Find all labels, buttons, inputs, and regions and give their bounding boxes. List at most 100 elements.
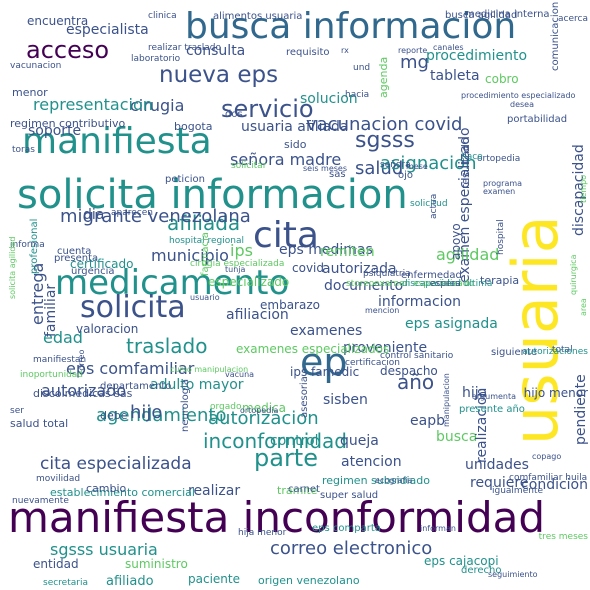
- word-hospital: hospital: [496, 219, 506, 255]
- word-siguiente: siguiente: [491, 347, 538, 358]
- word-espera: espera: [430, 279, 461, 289]
- word-procedimiento-especializado: procedimiento especializado: [461, 91, 576, 100]
- word-curso-manipulacion: curso manipulacion: [170, 365, 249, 374]
- word-ortopedia: ortopedia: [240, 406, 279, 415]
- word-correo: correo: [77, 349, 86, 375]
- word-sgsss: sgsss: [355, 128, 415, 153]
- word-manifiestan: manifiestan: [33, 355, 87, 365]
- word-solicitud: solicitud: [410, 199, 448, 209]
- word-cita-especializada: cita especializada: [40, 454, 192, 474]
- word-cita: cita: [253, 215, 319, 256]
- word-aparecen: aparecen: [111, 208, 153, 218]
- word-argumenta: argumenta: [472, 392, 517, 401]
- word-usuaria-afiliada: usuaria afiliada: [241, 119, 349, 135]
- word-mencion: mencion: [365, 306, 400, 315]
- word-quirurgica: quirurgica: [569, 254, 578, 295]
- word-parte: parte: [254, 444, 318, 472]
- word-carnet: carnet: [288, 484, 320, 495]
- word-cirugia: cirugia: [130, 96, 185, 115]
- word-sgsss-usuaria: sgsss usuaria: [50, 540, 158, 559]
- word-migrante-venezolana: migrante venezolana: [60, 206, 251, 227]
- word-especializado: especializado: [208, 275, 290, 289]
- word-area: area: [579, 298, 588, 316]
- word-tiempo: tiempo: [579, 174, 588, 203]
- word-alimentos-usuaria: alimentos usuaria: [213, 11, 303, 22]
- word-medicamento: medicamento: [55, 263, 290, 303]
- word-neurologia: neurologia: [180, 379, 191, 432]
- word-comunicacion: comunicacion: [550, 2, 561, 72]
- word-orgado: orgado: [210, 402, 242, 412]
- word-examenes: examenes: [290, 323, 363, 339]
- word-especialista: especialista: [66, 22, 149, 38]
- word-copago: copago: [532, 452, 562, 461]
- word-sido: sido: [284, 138, 307, 151]
- word-discolmedicas-sas: discolmedicas sas: [33, 387, 133, 400]
- word-asesoria: asesoria: [299, 376, 310, 418]
- word-queja: queja: [340, 433, 379, 449]
- word-embarazo: embarazo: [260, 298, 320, 312]
- word-urgencia: urgencia: [71, 266, 115, 277]
- word-tres-meses: tres meses: [538, 532, 588, 542]
- word-eps-asignada: eps asignada: [405, 316, 498, 332]
- word-cirugia-especializada: cirugia especializada: [190, 259, 285, 269]
- word-reporte: reporte: [398, 46, 428, 55]
- word-condicion: condicion: [521, 477, 588, 493]
- word-familiar: familiar: [43, 283, 59, 337]
- word-total: total: [552, 345, 573, 355]
- word-vacunacion-covid: vacunacion covid: [306, 114, 463, 135]
- word-tableta: tableta: [430, 68, 480, 84]
- word-hacia: hacia: [345, 90, 370, 100]
- word-vacuna: vacuna: [225, 370, 255, 379]
- word-cuenta: cuenta: [57, 246, 92, 257]
- word-salud: salud: [355, 158, 404, 179]
- word-ips-famedic: ips famedic: [290, 365, 360, 379]
- word-peticion: peticion: [165, 174, 205, 185]
- word-cambio: cambio: [86, 482, 127, 495]
- word-pendiente: pendiente: [573, 374, 589, 445]
- word-seguimiento: seguimiento: [488, 570, 538, 579]
- word-resultado: resultado: [459, 137, 472, 189]
- word-sas: sas: [329, 169, 346, 180]
- word-requisito: requisito: [286, 47, 330, 58]
- word-inoportunidad: inoportunidad: [20, 370, 84, 380]
- word-hospital-regional: hospital regional: [169, 236, 244, 246]
- word-derecho: derecho: [461, 565, 502, 576]
- word-apoyo: apoyo: [449, 223, 463, 260]
- word-nueva-eps: nueva eps: [159, 62, 279, 88]
- word-examen-especializado: examen especializado: [374, 279, 474, 289]
- word-control: control: [270, 433, 319, 449]
- word-farmacia: farmacia: [200, 232, 211, 276]
- word-agenda: agenda: [377, 56, 390, 98]
- word-toras: toras: [12, 145, 35, 155]
- word-busca-informacion: busca informacion: [185, 6, 517, 47]
- word-manipulacion: manipulacion: [442, 373, 451, 427]
- word-agilidad: agilidad: [436, 245, 500, 264]
- word-asignacion: asignacion: [380, 153, 477, 174]
- word-debe: debe: [100, 409, 128, 422]
- word-afiliado: afiliado: [106, 574, 154, 589]
- word-suministro: suministro: [125, 557, 188, 571]
- word-programa: programa: [483, 179, 523, 188]
- word-certificado: certificado: [70, 257, 134, 271]
- word-solicita-informacion: solicita informacion: [17, 172, 408, 218]
- word-eps-medimas: eps medimas: [279, 242, 373, 258]
- word-hijo: hijo: [130, 402, 163, 423]
- word-realizar-traslado: realizar traslado: [148, 43, 222, 53]
- word-procedimiento: procedimiento: [426, 48, 528, 64]
- word-super-salud: super salud: [320, 490, 379, 501]
- word-cobro: cobro: [485, 72, 519, 86]
- word-señora-madre: señora madre: [230, 150, 342, 169]
- word-busca-agilidad: busca agilidad: [445, 10, 518, 21]
- word-establecimiento-comercial: establecimiento comercial: [50, 486, 195, 499]
- word-mg: mg: [400, 52, 429, 73]
- word-atencion: atencion: [341, 454, 402, 470]
- word-medicina-interna: medicina interna: [465, 9, 550, 20]
- word-autorizacion: autorizacion: [208, 408, 319, 429]
- word-mese: mese: [406, 162, 428, 171]
- word-afiliacion: afiliacion: [226, 307, 289, 323]
- word-correo-electronico: correo electronico: [270, 538, 433, 559]
- word-departamento: departamento: [100, 381, 172, 392]
- word-consulta: consulta: [186, 43, 246, 59]
- word-vacunacion: vacunacion: [10, 61, 62, 71]
- word-eps-cajacopi: eps cajacopi: [424, 554, 499, 568]
